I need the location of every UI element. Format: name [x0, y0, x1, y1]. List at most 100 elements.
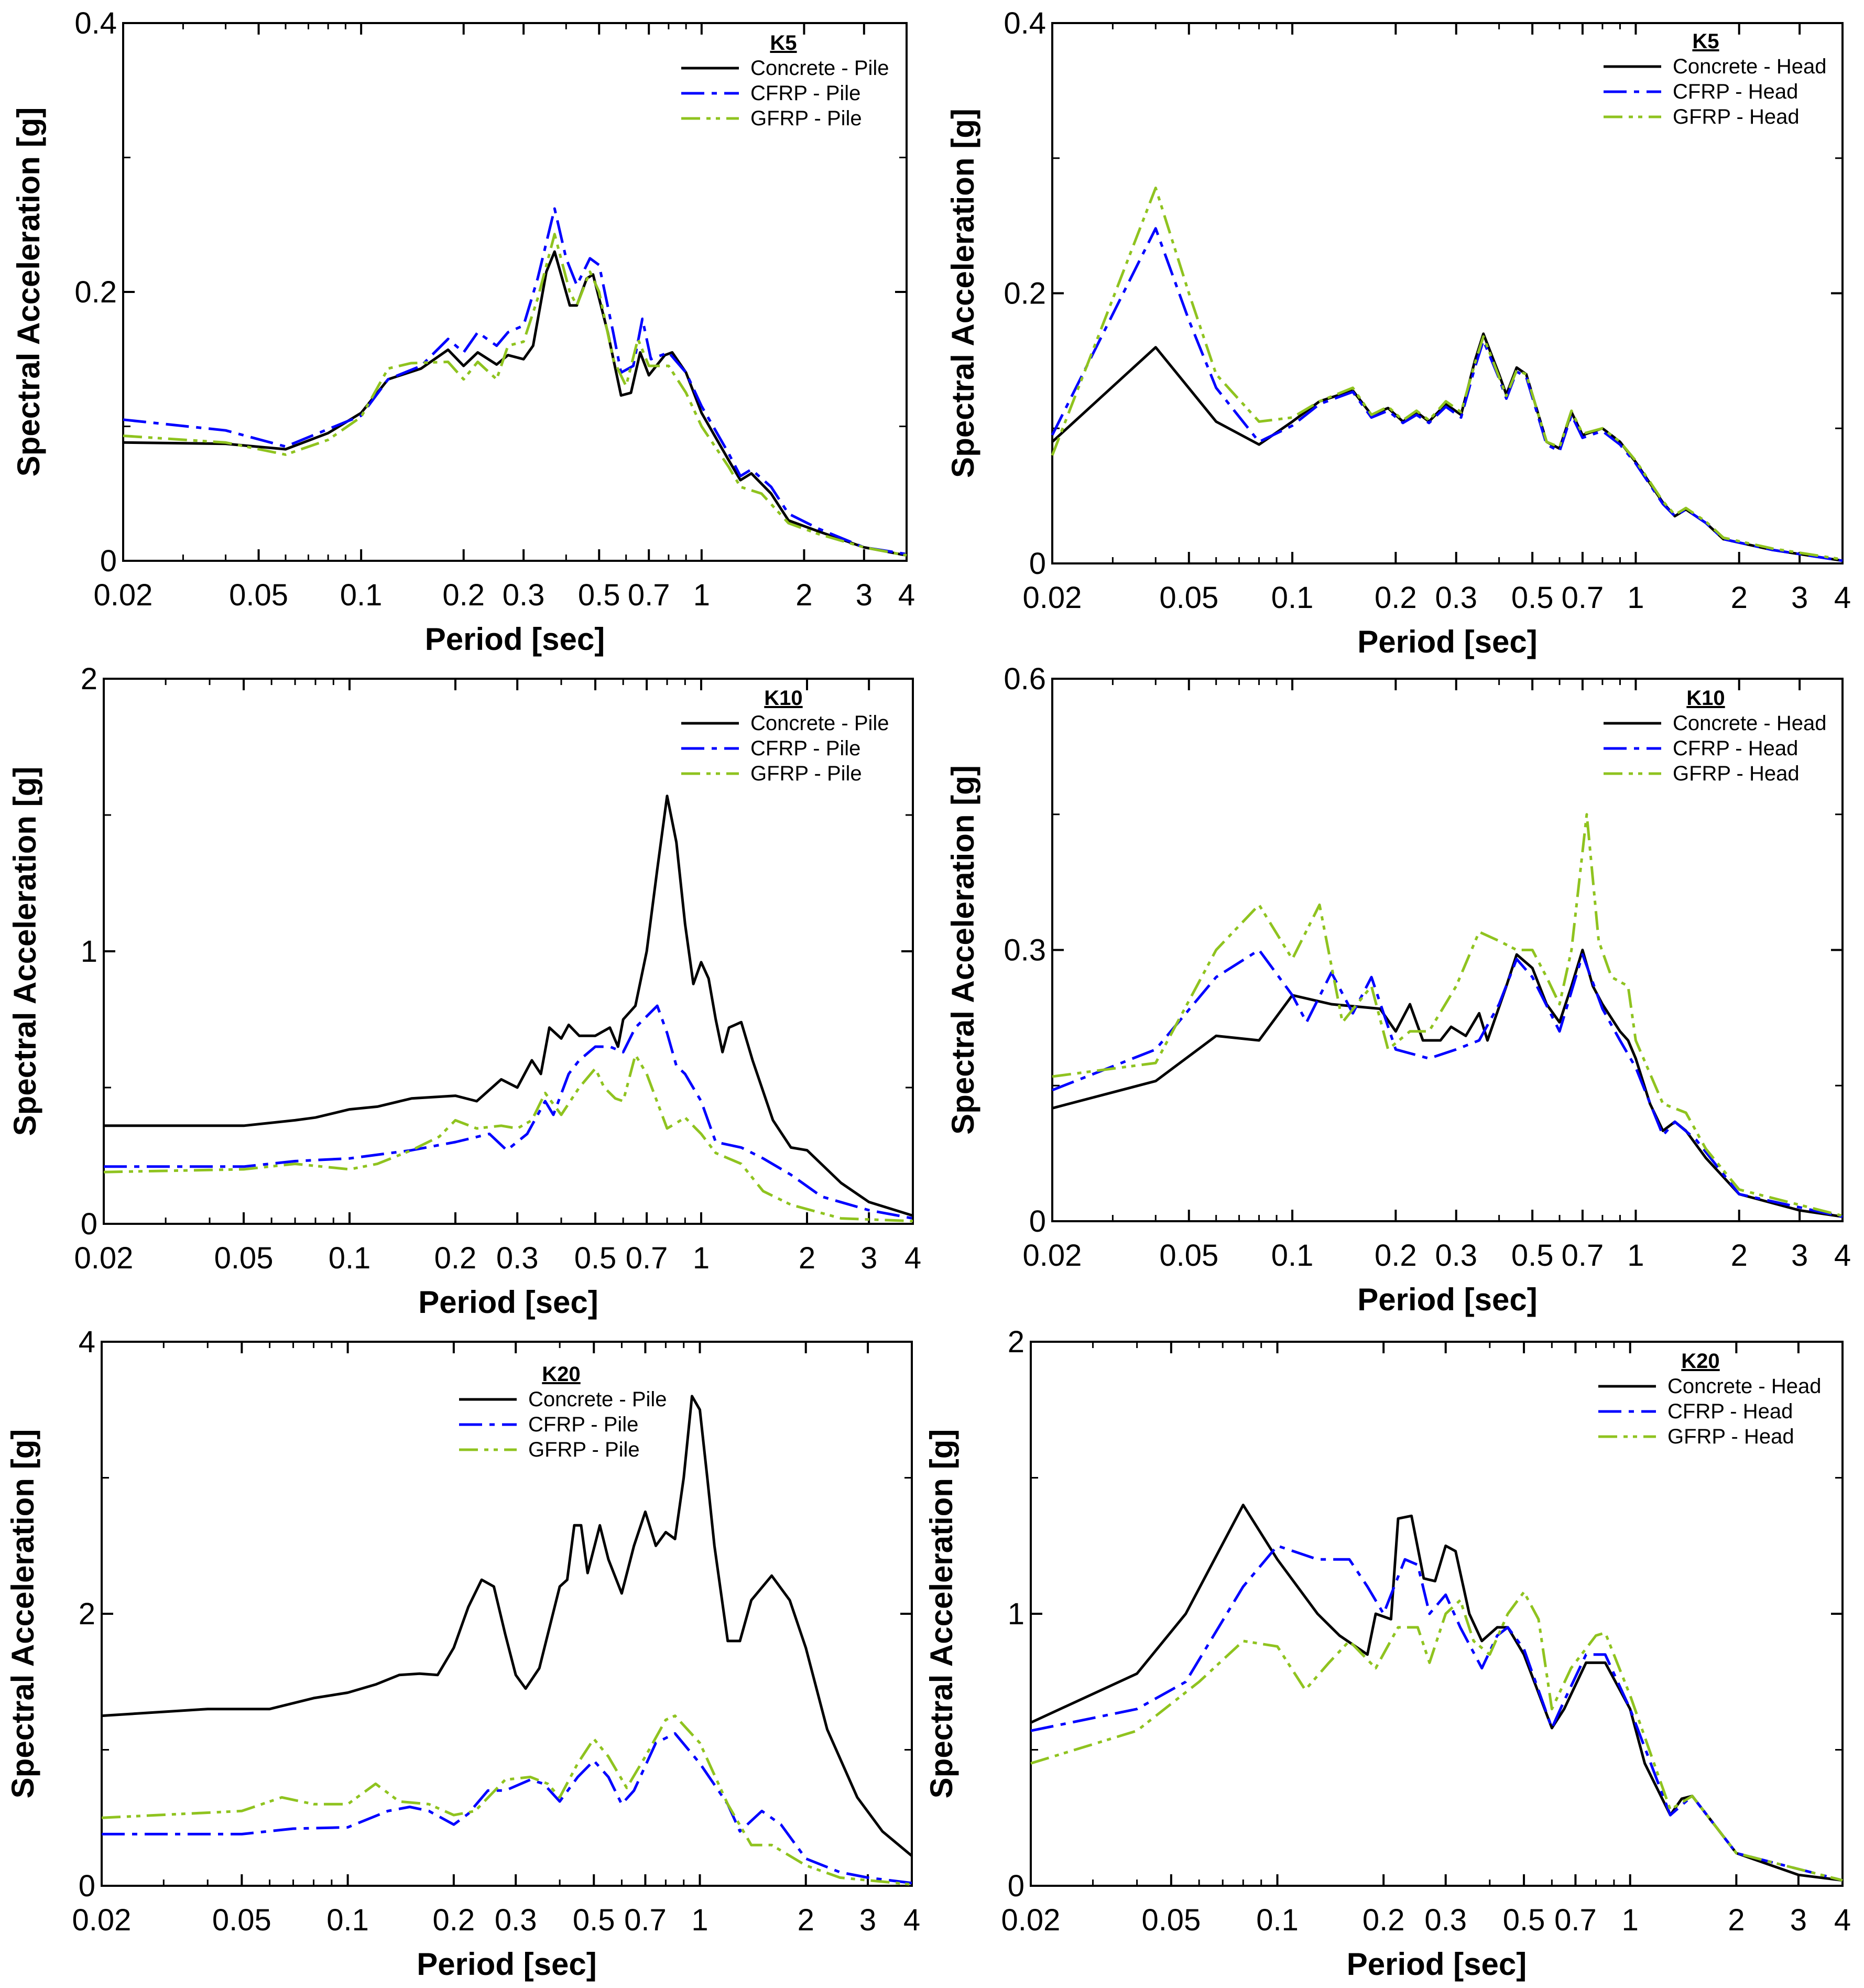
x-tick-label: 0.2 [1362, 1903, 1405, 1937]
x-axis-label: Period [sec] [1357, 1282, 1537, 1317]
y-axis-label: Spectral Acceleration [g] [924, 1429, 959, 1799]
series-line-gfrp-head [1052, 813, 1843, 1218]
chart-panel-4: 0.02 0.05 0.1 0.2 0.3 0.5 0.7 1 2 3 4 0 0.3 0.6 Period… [945, 662, 1851, 1317]
plot-frame [103, 678, 914, 1225]
y-tick-label: 0 [1029, 1204, 1046, 1239]
legend-title: K5 [770, 31, 797, 55]
legend-entry: GFRP - Pile [528, 1438, 640, 1461]
legend-entry: CFRP - Pile [750, 737, 860, 760]
x-tick-label: 2 [798, 1903, 814, 1937]
y-tick-label: 0.2 [74, 275, 117, 309]
x-tick-label: 2 [1731, 581, 1748, 615]
x-tick-label: 0.3 [496, 1241, 539, 1275]
x-axis-label: Period [sec] [418, 1285, 598, 1320]
legend-entry: CFRP - Head [1673, 80, 1798, 103]
y-tick-label: 0.2 [1004, 277, 1046, 311]
y-tick-label: 0 [79, 1869, 95, 1903]
y-tick-label: 0 [1008, 1869, 1024, 1903]
y-tick-label: 0.4 [74, 6, 117, 40]
x-tick-label: 4 [1834, 1239, 1851, 1273]
x-tick-label: 0.3 [503, 578, 545, 612]
x-tick-label: 1 [693, 578, 710, 612]
x-tick-label: 0.05 [229, 578, 288, 612]
x-tick-label: 4 [1834, 581, 1851, 615]
x-tick-label: 0.7 [628, 578, 670, 612]
legend-entry: GFRP - Pile [750, 762, 862, 785]
series-line-concrete-head [1030, 1503, 1843, 1882]
x-tick-label: 0.1 [326, 1903, 369, 1937]
legend-entry: CFRP - Head [1673, 737, 1798, 760]
x-tick-label: 1 [1627, 1239, 1644, 1273]
series-line-cfrp-head [1051, 227, 1843, 562]
series-line-cfrp-head [1052, 949, 1843, 1218]
series-line-gfrp-pile [103, 1053, 913, 1223]
x-tick-label: 3 [1790, 1903, 1807, 1937]
x-tick-label: 0.2 [434, 1241, 477, 1275]
x-tick-label: 0.02 [94, 578, 153, 612]
x-tick-label: 0.3 [1424, 1903, 1467, 1937]
x-tick-label: 0.7 [624, 1903, 667, 1937]
series-line-gfrp-head [1030, 1591, 1843, 1882]
legend-entry: CFRP - Pile [528, 1413, 638, 1436]
legend-title: K10 [764, 687, 802, 710]
x-tick-label: 3 [1791, 581, 1808, 615]
x-tick-label: 0.7 [626, 1241, 668, 1275]
y-axis-label: Spectral Acceleration [g] [11, 107, 46, 477]
x-tick-label: 0.05 [1159, 1239, 1218, 1273]
x-tick-label: 0.5 [578, 578, 620, 612]
plot-frame [1030, 1341, 1844, 1887]
series-line-concrete-pile [101, 1395, 913, 1857]
y-axis-label: Spectral Acceleration [g] [7, 767, 42, 1136]
y-axis-label: Spectral Acceleration [g] [945, 108, 980, 478]
x-tick-label: 0.7 [1562, 1239, 1604, 1273]
y-axis-label: Spectral Acceleration [g] [5, 1429, 40, 1799]
legend-title: K10 [1686, 687, 1725, 710]
y-tick-label: 0.6 [1004, 662, 1046, 696]
x-tick-label: 0.5 [1511, 581, 1554, 615]
y-tick-label: 2 [81, 662, 97, 696]
x-tick-label: 3 [859, 1903, 876, 1937]
y-tick-label: 0.4 [1004, 6, 1046, 40]
chart-panel-1: 0.02 0.05 0.1 0.2 0.3 0.5 0.7 1 2 3 4 0 0.2 0.4 Period… [11, 6, 915, 657]
x-tick-label: 0.5 [1511, 1239, 1554, 1273]
x-tick-label: 4 [904, 1241, 921, 1275]
series-line-concrete-head [1051, 332, 1843, 562]
legend-entry: GFRP - Head [1673, 762, 1800, 785]
series-line-gfrp-pile [123, 233, 907, 557]
x-tick-label: 0.02 [1023, 581, 1082, 615]
x-tick-label: 0.02 [1023, 1239, 1082, 1273]
series-line-cfrp-pile [104, 1004, 913, 1220]
x-tick-label: 1 [691, 1903, 708, 1937]
x-tick-label: 0.05 [212, 1903, 271, 1937]
x-tick-label: 0.1 [1271, 581, 1314, 615]
x-tick-label: 2 [1728, 1903, 1745, 1937]
x-tick-label: 0.1 [340, 578, 383, 612]
x-tick-label: 0.5 [1503, 1903, 1545, 1937]
x-tick-label: 3 [856, 578, 873, 612]
y-tick-label: 0 [100, 544, 117, 578]
x-tick-label: 2 [795, 578, 812, 612]
legend-title: K20 [542, 1363, 580, 1386]
y-tick-label: 2 [79, 1597, 95, 1631]
x-tick-label: 1 [693, 1241, 710, 1275]
x-tick-label: 0.2 [1375, 581, 1417, 615]
series-line-cfrp-pile [123, 207, 907, 556]
legend-title: K20 [1681, 1350, 1719, 1373]
x-tick-label: 0.3 [1435, 1239, 1477, 1273]
chart-panel-3: 0.02 0.05 0.1 0.2 0.3 0.5 0.7 1 2 3 4 0 1 2 Period [se… [7, 662, 921, 1320]
x-tick-label: 2 [799, 1241, 815, 1275]
x-tick-label: 1 [1622, 1903, 1639, 1937]
x-tick-label: 0.05 [1141, 1903, 1201, 1937]
legend-entry: CFRP - Pile [750, 82, 860, 105]
x-tick-label: 0.7 [1554, 1903, 1597, 1937]
legend-entry: Concrete - Head [1673, 55, 1826, 78]
legend-entry: Concrete - Pile [528, 1388, 667, 1411]
series-line-cfrp-pile [102, 1732, 912, 1885]
x-tick-label: 3 [860, 1241, 877, 1275]
